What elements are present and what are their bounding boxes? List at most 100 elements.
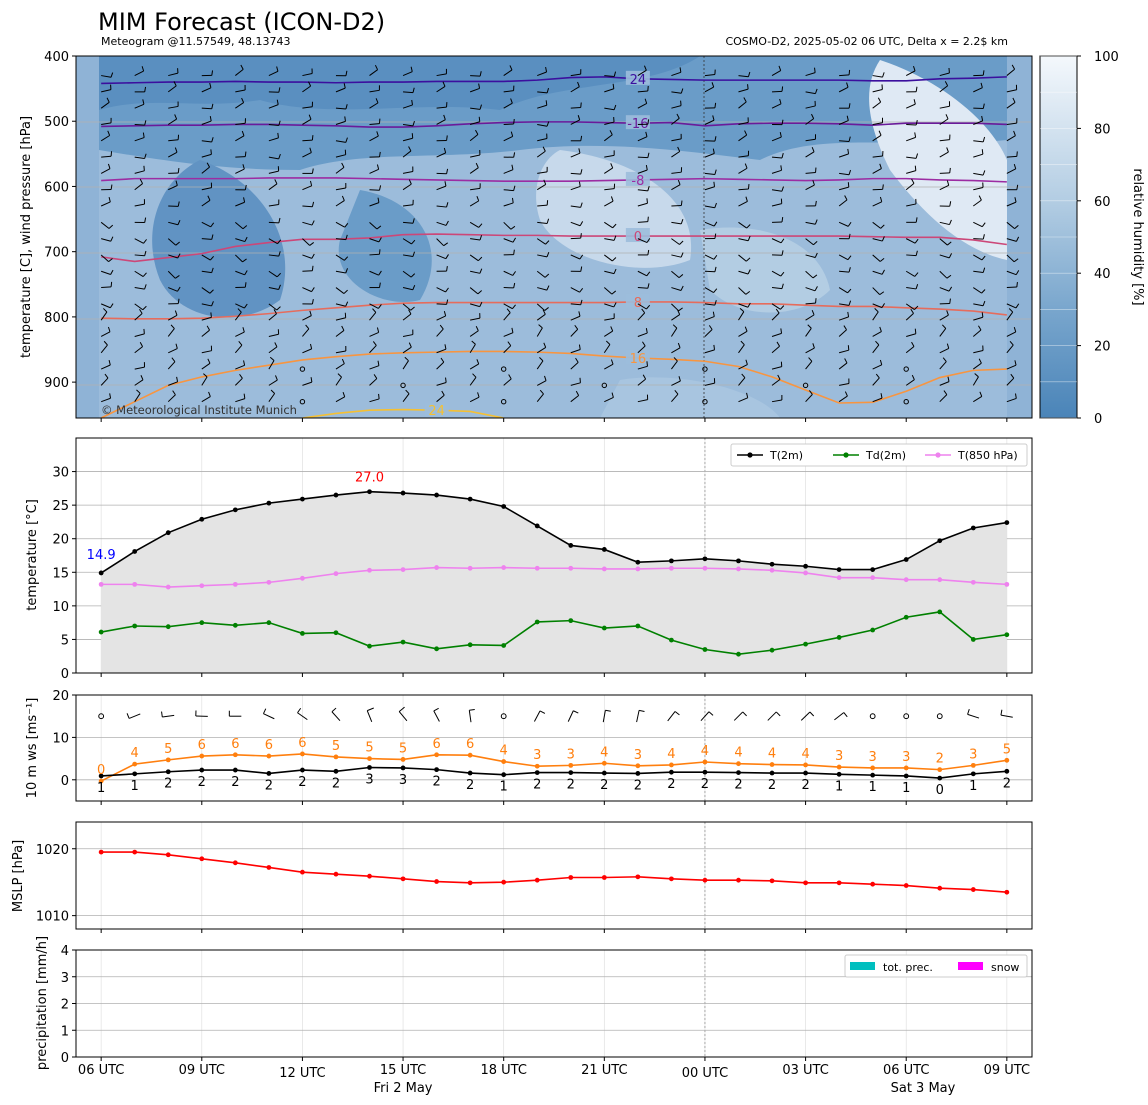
barb-flag xyxy=(408,309,412,315)
barb-shaft xyxy=(168,314,178,321)
wind-avg-point xyxy=(870,772,876,778)
barb-flag xyxy=(808,357,813,362)
barb-shaft xyxy=(939,172,950,174)
barb-shaft xyxy=(905,312,914,321)
barb-shaft xyxy=(302,315,312,321)
barb-shaft xyxy=(134,254,145,257)
avg-value-label: 1 xyxy=(500,780,508,795)
barb-shaft xyxy=(939,328,947,337)
barb-flag xyxy=(478,83,481,89)
barb-shaft xyxy=(503,312,511,321)
barb-shaft xyxy=(636,710,640,723)
barb-shaft xyxy=(235,156,246,158)
barb-flag xyxy=(847,288,852,294)
barb-shaft xyxy=(335,166,345,174)
calm-circle xyxy=(299,366,306,372)
barb-shaft xyxy=(805,347,815,354)
barb-flag xyxy=(915,153,919,159)
barb-shaft xyxy=(201,187,212,191)
barb-shaft xyxy=(906,156,917,159)
barb-flag xyxy=(672,324,678,329)
barb-shaft xyxy=(637,103,647,109)
gust-value-label: 3 xyxy=(634,748,642,763)
barb-shaft xyxy=(567,710,574,722)
panel-temperature: 27.0 14.9 0 5 10 15 20 25 30 temperature [°C] T… xyxy=(25,437,1033,682)
barb-shaft xyxy=(335,107,346,110)
td2m-point xyxy=(534,619,540,625)
barb-shaft xyxy=(470,121,480,125)
gust-value-label: 6 xyxy=(432,737,440,752)
barb-shaft xyxy=(302,238,311,246)
barb-shaft xyxy=(973,172,984,176)
calm-circle xyxy=(903,366,909,372)
barb-shaft xyxy=(838,254,849,261)
barb-flag xyxy=(777,374,781,380)
barb-shaft xyxy=(100,377,109,386)
barb-shaft xyxy=(302,85,311,93)
barb-flag xyxy=(243,360,246,366)
barb-flag xyxy=(708,325,713,330)
barb-flag xyxy=(913,65,916,72)
barb-shaft xyxy=(704,270,715,273)
barb-flag xyxy=(445,377,447,383)
barb-shaft xyxy=(100,397,111,403)
wind-avg-point xyxy=(467,770,473,776)
barb-flag xyxy=(177,219,181,225)
barb-shaft xyxy=(906,123,917,126)
barb-shaft xyxy=(402,150,412,158)
barb-shaft xyxy=(268,254,279,257)
barb-flag xyxy=(708,711,714,716)
barb-shaft xyxy=(469,254,479,262)
barb-flag xyxy=(345,70,348,76)
t850-point xyxy=(970,579,976,585)
t2m-point xyxy=(601,547,607,552)
barb-shaft xyxy=(905,238,916,244)
barb-flag xyxy=(278,251,281,257)
barb-shaft xyxy=(872,75,883,78)
barb-shaft xyxy=(268,156,279,160)
barb-shaft xyxy=(704,349,715,354)
barb-shaft xyxy=(469,134,479,142)
barb-shaft xyxy=(570,73,581,77)
barb-flag xyxy=(513,152,516,158)
barb-shaft xyxy=(872,238,883,242)
barb-shaft xyxy=(101,75,112,78)
barb-shaft xyxy=(537,171,548,174)
barb-shaft xyxy=(738,330,748,337)
isotherm-label: 8 xyxy=(634,296,642,311)
t2m-point xyxy=(199,516,205,522)
barb-shaft xyxy=(201,376,208,386)
barb-flag xyxy=(277,132,279,138)
barb-shaft xyxy=(201,287,211,294)
barb-flag xyxy=(441,390,445,396)
barb-shaft xyxy=(302,287,312,293)
barb-flag xyxy=(713,288,718,293)
wind-avg-point xyxy=(601,770,607,776)
barb-shaft xyxy=(469,377,477,386)
barb-flag xyxy=(440,357,445,363)
barb-flag xyxy=(244,282,247,288)
barb-flag xyxy=(1013,130,1016,136)
barb-flag xyxy=(677,179,681,185)
barb-flag xyxy=(747,302,751,308)
barb-flag xyxy=(478,116,481,122)
barb-shaft xyxy=(503,202,514,207)
barb-flag xyxy=(580,102,582,108)
barb-shaft xyxy=(738,287,747,295)
barb-shaft xyxy=(1006,311,1014,321)
barb-flag xyxy=(647,249,650,256)
barb-shaft xyxy=(134,346,143,354)
barb-shaft xyxy=(637,169,648,174)
barb-shaft xyxy=(134,70,144,77)
barb-shaft xyxy=(402,104,413,109)
barb-flag xyxy=(647,216,649,222)
barb-shaft xyxy=(201,303,212,307)
barb-shaft xyxy=(771,303,781,310)
barb-shaft xyxy=(704,329,713,337)
barb-flag xyxy=(781,283,784,289)
calm-circle xyxy=(500,366,507,372)
extreme-label-min: 14.9 xyxy=(87,548,116,563)
td2m-point xyxy=(836,635,842,640)
barb-shaft xyxy=(536,380,547,386)
barb-shaft xyxy=(168,105,179,109)
